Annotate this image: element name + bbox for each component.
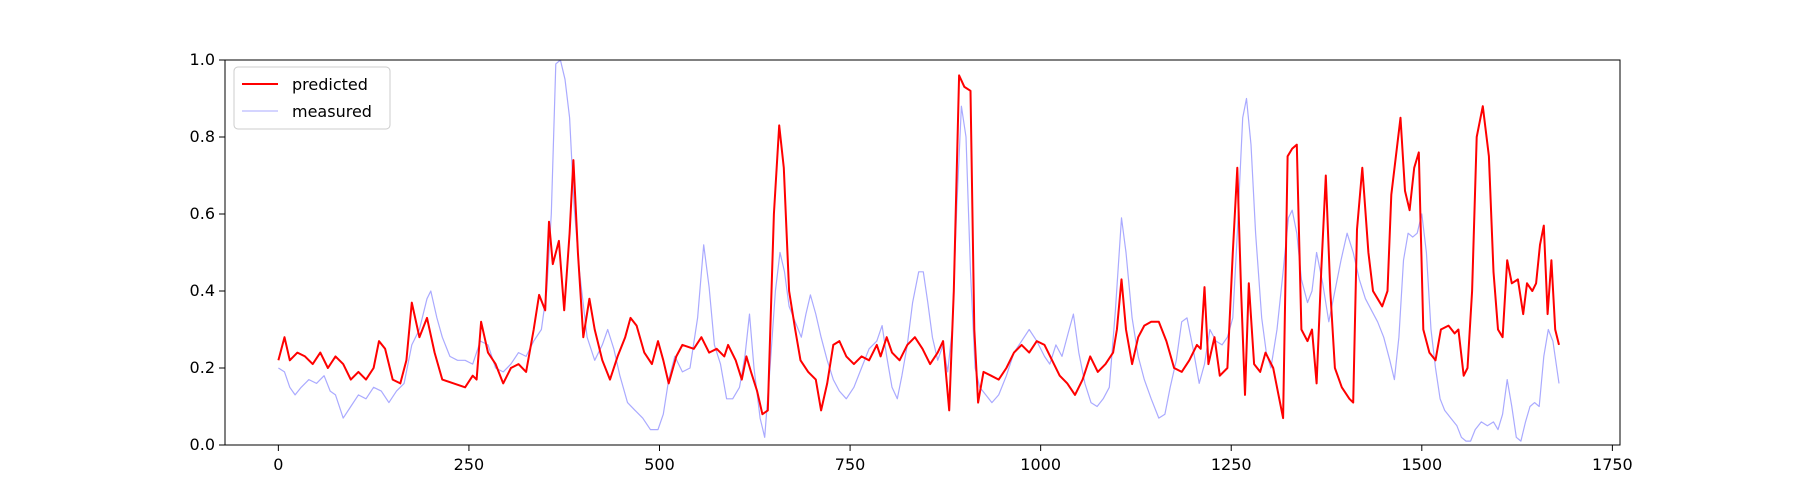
x-tick-label: 1000	[1020, 455, 1061, 474]
x-tick-label: 1750	[1592, 455, 1633, 474]
y-tick-label: 0.2	[190, 358, 215, 377]
x-tick-label: 500	[644, 455, 675, 474]
y-axis: 0.0 0.2 0.4 0.6 0.8 1.0	[190, 50, 225, 454]
series-line-measured	[278, 60, 1560, 442]
x-tick-label: 1500	[1401, 455, 1442, 474]
y-tick-label: 0.6	[190, 204, 215, 223]
x-tick-label: 0	[273, 455, 283, 474]
y-tick-label: 0.4	[190, 281, 215, 300]
plot-area-frame	[224, 59, 1621, 446]
x-tick-label: 250	[454, 455, 485, 474]
series-line-predicted	[277, 74, 1560, 420]
x-tick-label: 1250	[1211, 455, 1252, 474]
legend-frame	[233, 66, 391, 130]
y-tick-label: 1.0	[190, 50, 215, 69]
y-tick-label: 0.0	[190, 435, 215, 454]
x-axis: 0 250 500 750 1000 1250 1500 1750	[273, 445, 1633, 474]
x-tick-label: 750	[835, 455, 866, 474]
legend-label-measured: measured	[292, 102, 372, 121]
y-tick-label: 0.8	[190, 127, 215, 146]
series-layer	[277, 60, 1560, 442]
legend: predicted measured	[233, 66, 391, 130]
legend-label-predicted: predicted	[292, 75, 368, 94]
